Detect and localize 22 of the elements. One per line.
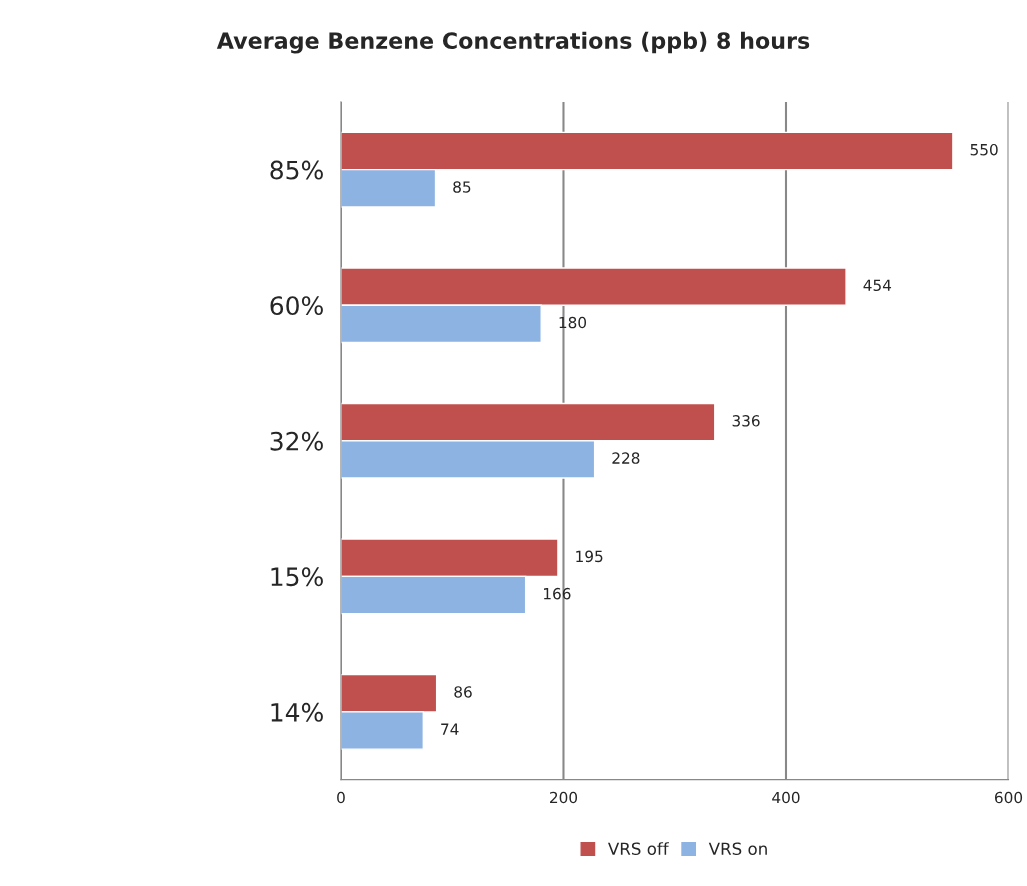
y-tick-label: 15% bbox=[271, 567, 323, 587]
data-label: 550 bbox=[970, 143, 998, 156]
data-label: 85 bbox=[453, 181, 471, 193]
x-tick-label: 600 bbox=[995, 791, 1023, 804]
data-label: 74 bbox=[441, 723, 459, 735]
data-label: 228 bbox=[612, 452, 640, 464]
x-tick-label: 0 bbox=[337, 791, 345, 804]
x-tick-label: 200 bbox=[550, 791, 578, 804]
x-tick-label: 400 bbox=[772, 791, 800, 804]
data-label: 195 bbox=[576, 550, 603, 563]
data-label: 454 bbox=[863, 279, 892, 292]
y-tick-label: 85% bbox=[270, 160, 323, 180]
data-label: 166 bbox=[544, 587, 571, 600]
y-tick-label: 60% bbox=[270, 296, 323, 316]
data-label: 336 bbox=[732, 415, 760, 427]
y-tick-label: 32% bbox=[270, 431, 323, 451]
legend-label: VRS off bbox=[608, 842, 669, 856]
y-tick-label: 14% bbox=[271, 702, 323, 722]
legend-label: VRS on bbox=[708, 842, 767, 856]
data-label: 86 bbox=[454, 686, 472, 698]
chart-title: Average Benzene Concentrations (ppb) 8 hours bbox=[216, 31, 810, 54]
data-label: 180 bbox=[559, 316, 587, 329]
